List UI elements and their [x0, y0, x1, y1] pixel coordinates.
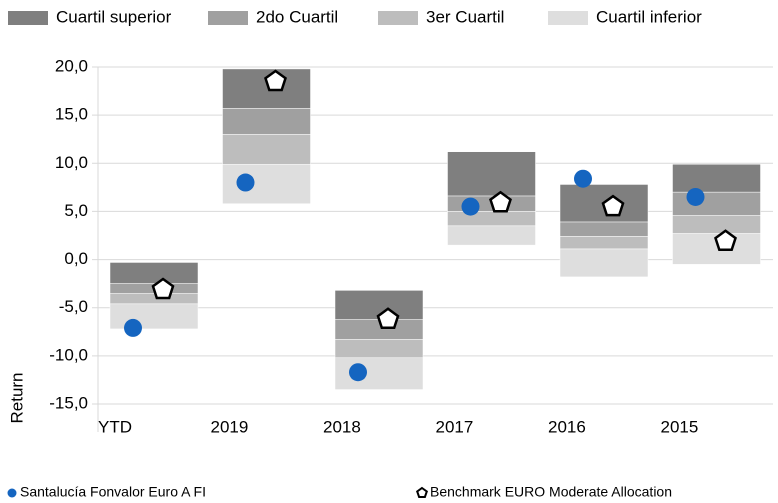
x-tick-label: YTD: [98, 417, 132, 436]
legend-swatch: [378, 11, 418, 25]
benchmark-point: [151, 277, 175, 300]
x-tick-label: 2016: [548, 417, 586, 436]
fund-point: [124, 318, 142, 337]
legend-marker: [416, 486, 428, 498]
quartile-bar: [447, 211, 536, 227]
quartile-bar: [559, 221, 649, 237]
y-tick-label: -15,0: [49, 393, 88, 412]
x-tick-label: 2015: [661, 417, 699, 436]
y-tick-label: -5,0: [59, 297, 88, 316]
legend-label: Cuartil superior: [56, 7, 172, 26]
fund-point: [461, 197, 480, 216]
quartile-bar: [559, 236, 649, 250]
legend-label: 2do Cuartil: [256, 7, 338, 26]
quartile-bar: [447, 151, 536, 197]
fund-point: [349, 363, 367, 382]
fund-point: [686, 187, 705, 206]
benchmark-point: [714, 229, 737, 252]
y-tick-label: 0,0: [64, 249, 88, 268]
quartile-bar: [672, 163, 761, 193]
quartile-bar: [222, 163, 311, 204]
benchmark-point: [601, 194, 625, 217]
quartile-bar: [109, 293, 199, 305]
quartile-bar: [672, 215, 761, 234]
y-tick-label: 15,0: [55, 105, 88, 124]
legend-label: Santalucía Fonvalor Euro A FI: [20, 484, 206, 500]
legend-swatch: [208, 11, 248, 25]
quartile-bar: [334, 339, 424, 359]
quartile-bar: [447, 225, 536, 246]
legend-label: Benchmark EURO Moderate Allocation: [430, 484, 672, 500]
quartile-bar: [109, 303, 199, 330]
fund-point: [236, 173, 255, 192]
x-tick-label: 2018: [323, 417, 361, 436]
quartile-bar: [109, 262, 199, 284]
benchmark-point: [264, 69, 287, 92]
benchmark-point: [376, 307, 400, 330]
y-tick-label: 10,0: [55, 153, 88, 172]
quartile-bar: [222, 68, 311, 109]
legend-swatch: [548, 11, 588, 25]
y-tick-label: 20,0: [55, 56, 88, 75]
x-tick-label: 2017: [436, 417, 474, 436]
legend-marker: [7, 488, 17, 498]
legend-swatch: [8, 11, 48, 25]
x-tick-label: 2019: [211, 417, 249, 436]
quartile-bar: [222, 108, 311, 135]
quartile-bar: [222, 134, 311, 165]
benchmark-point: [489, 190, 512, 213]
fund-point: [574, 169, 592, 188]
quartile-bar: [672, 191, 761, 216]
y-tick-label: -10,0: [49, 345, 88, 364]
y-tick-label: 5,0: [64, 201, 88, 220]
y-axis-label: Return: [7, 372, 26, 423]
quartile-bar: [334, 357, 424, 390]
legend-label: Cuartil inferior: [596, 7, 702, 26]
quartile-bar: [559, 248, 649, 278]
legend-label: 3er Cuartil: [426, 7, 504, 26]
